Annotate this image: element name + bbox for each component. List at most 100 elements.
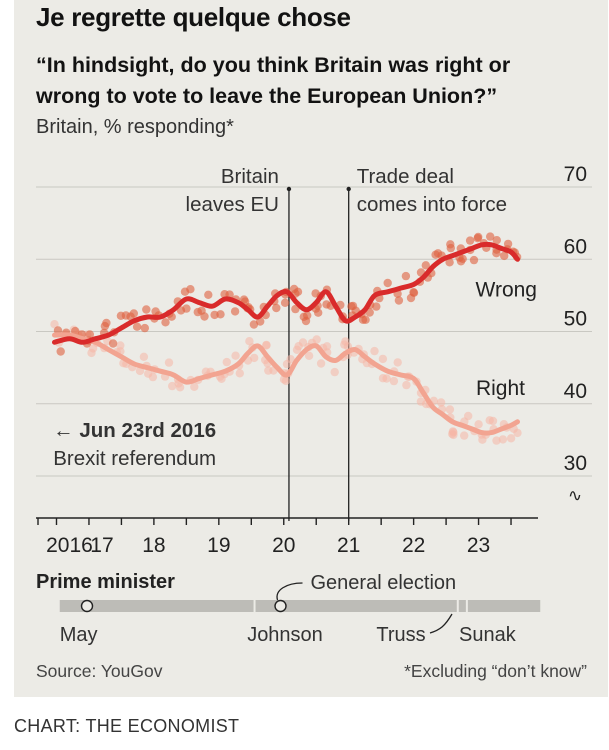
y-tick-label-30: 30: [564, 452, 587, 475]
wrong-poll-dot: [129, 309, 138, 318]
right-poll-dot: [164, 358, 174, 367]
wrong-poll-dot: [230, 307, 240, 316]
election-label: General election: [311, 572, 457, 594]
right-poll-dot: [168, 381, 177, 391]
right-poll-dot: [312, 335, 321, 344]
x-tick-label-18: 18: [142, 534, 165, 557]
pm-label-may: May: [60, 624, 98, 646]
right-poll-dot: [50, 320, 59, 329]
right-poll-dot: [304, 351, 314, 360]
wrong-poll-dot: [85, 330, 95, 339]
wrong-poll-dot: [293, 287, 303, 296]
right-poll-dot: [393, 358, 402, 367]
wrong-poll-dot: [303, 311, 312, 320]
wrong-poll-dot: [204, 290, 213, 299]
annotation-trade-deal-line-0: Trade deal: [357, 165, 454, 188]
wrong-poll-dot: [71, 326, 80, 336]
right-poll-dot: [322, 342, 332, 351]
wrong-poll-dot: [445, 258, 454, 267]
right-poll-dot: [389, 376, 399, 386]
wrong-poll-dot: [161, 318, 170, 327]
right-poll-dot: [294, 342, 303, 351]
right-poll-dot: [506, 434, 516, 443]
right-poll-dot: [262, 340, 271, 350]
wrong-poll-dot: [291, 304, 300, 314]
x-tick-label-17: 17: [90, 534, 113, 557]
wrong-poll-dot: [197, 306, 206, 315]
series-label-right: Right: [476, 377, 525, 400]
wrong-poll-dot: [142, 305, 151, 314]
right-poll-dot: [148, 372, 158, 382]
right-poll-dot: [474, 420, 483, 429]
wrong-poll-dot: [486, 232, 495, 241]
right-poll-dot: [378, 374, 388, 383]
pm-label-johnson: Johnson: [247, 624, 323, 646]
wrong-poll-dot: [132, 322, 142, 331]
chart-title: Je regrette quelque chose: [36, 2, 351, 32]
right-trend-line: [52, 332, 520, 436]
wrong-poll-dot: [140, 323, 149, 333]
wrong-poll-dot: [409, 288, 419, 297]
unit-label: Britain, % responding*: [36, 116, 234, 138]
right-poll-dot: [250, 353, 259, 363]
right-poll-dot: [378, 354, 388, 364]
wrong-poll-dot: [446, 240, 455, 249]
right-poll-dot: [460, 431, 469, 440]
footnote: *Excluding “don’t know”: [404, 661, 587, 681]
right-poll-dot: [282, 359, 292, 369]
wrong-poll-dot: [56, 347, 65, 356]
wrong-poll-dot: [108, 339, 118, 348]
x-tick-label-19: 19: [207, 534, 230, 557]
wrong-poll-dot: [401, 271, 411, 281]
chart-canvas: Britain leaves EU Trade deal comes into for…: [36, 163, 592, 681]
wrong-poll-dot: [458, 254, 467, 263]
right-poll-dot: [316, 359, 326, 368]
wrong-poll-dot: [314, 308, 323, 317]
right-poll-dot: [190, 382, 199, 391]
brexit-event-dot: [286, 186, 292, 192]
wrong-poll-dot: [372, 302, 381, 311]
election-leader: [276, 582, 303, 601]
right-poll-dot: [116, 341, 125, 350]
right-poll-dot: [139, 352, 149, 361]
chart-credit: CHART: THE ECONOMIST: [14, 716, 240, 736]
x-tick-label-23: 23: [467, 534, 490, 557]
truss-sunak-leader: [429, 613, 453, 634]
x-tick-label-2016: 2016: [46, 534, 93, 557]
pm-may-marker: [80, 599, 94, 613]
wrong-poll-dot: [421, 261, 430, 270]
right-poll-dot: [222, 357, 231, 367]
wrong-poll-dot: [249, 320, 259, 329]
pm-segment-sunak: [466, 600, 541, 612]
series-label-wrong: Wrong: [476, 278, 537, 301]
wrong-poll-dot: [492, 236, 501, 245]
wrong-poll-dot: [216, 310, 225, 319]
annotation-brexit-line-0: Britain: [221, 165, 279, 188]
right-poll-dot: [245, 337, 254, 346]
right-poll-dot: [492, 436, 501, 445]
trade-deal-event-dot: [346, 186, 351, 192]
x-tick-label-20: 20: [272, 534, 295, 557]
y-tick-label-60: 60: [564, 235, 587, 258]
right-poll-dot: [498, 435, 508, 444]
right-poll-dot: [370, 346, 379, 356]
wrong-poll-dot: [102, 318, 111, 328]
annotation-referendum-line-1: Brexit referendum: [53, 447, 216, 470]
wrong-poll-dot: [322, 300, 331, 309]
annotation-trade-deal-line-1: comes into force: [357, 193, 507, 216]
pm-segment-johnson: [254, 600, 458, 612]
y-tick-label-70: 70: [564, 163, 587, 186]
wrong-poll-dot: [182, 304, 191, 313]
wrong-poll-dot: [272, 303, 281, 313]
y-tick-label-50: 50: [564, 308, 587, 331]
pm-segment-may: [59, 600, 255, 612]
annotation-brexit-line-1: leaves EU: [186, 193, 279, 216]
right-poll-dot: [436, 398, 446, 407]
election-marker: [274, 599, 287, 613]
wrong-poll-dot: [361, 315, 370, 324]
x-tick-label-21: 21: [337, 534, 360, 557]
right-poll-dot: [330, 367, 339, 377]
right-poll-dot: [488, 416, 498, 426]
right-poll-dot: [402, 380, 411, 390]
right-poll-dot: [87, 348, 96, 358]
